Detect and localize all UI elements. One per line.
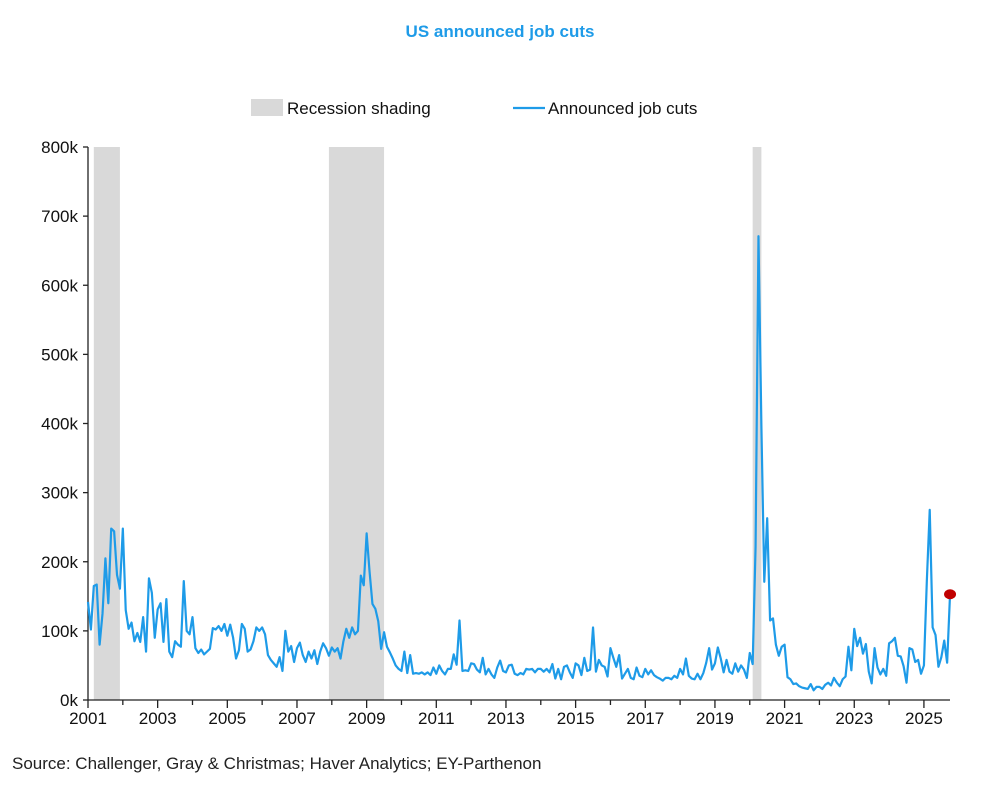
y-tick-label: 600k [41,276,78,295]
legend-swatch-recession [251,99,283,116]
x-tick-label: 2009 [348,709,386,728]
legend-label-recession: Recession shading [287,99,431,118]
chart-title: US announced job cuts [405,22,595,41]
y-tick-label: 500k [41,345,78,364]
recession-band [328,147,385,700]
legend-label-line: Announced job cuts [548,99,697,118]
y-tick-label: 700k [41,207,78,226]
x-tick-label: 2017 [626,709,664,728]
x-tick-label: 2019 [696,709,734,728]
x-tick-label: 2015 [557,709,595,728]
y-tick-label: 300k [41,484,78,503]
y-tick-label: 0k [60,691,78,710]
source-note: Source: Challenger, Gray & Christmas; Ha… [12,754,542,773]
latest-value-marker [944,589,957,600]
x-tick-label: 2023 [835,709,873,728]
x-tick-label: 2007 [278,709,316,728]
y-tick-label: 100k [41,622,78,641]
x-tick-label: 2011 [418,709,455,728]
x-tick-label: 2013 [487,709,525,728]
y-tick-label: 200k [41,553,78,572]
x-tick-label: 2003 [139,709,177,728]
job-cuts-line [86,235,952,692]
x-tick-label: 2001 [69,709,107,728]
x-tick-label: 2025 [905,709,943,728]
x-tick-label: 2021 [766,709,804,728]
x-tick-label: 2005 [208,709,246,728]
y-tick-label: 400k [41,415,78,434]
y-tick-label: 800k [41,138,78,157]
